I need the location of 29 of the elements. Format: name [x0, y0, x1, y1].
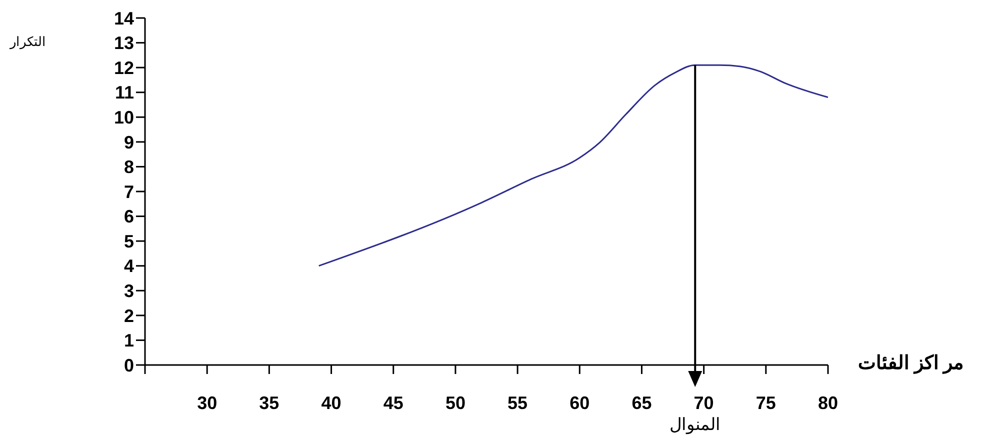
x-tick-label: 70: [694, 392, 714, 413]
y-tick-label: 6: [124, 206, 134, 227]
y-tick-label: 11: [114, 82, 134, 103]
x-axis-title: مر اكز الفئات: [858, 352, 964, 375]
x-tick-label: 35: [259, 392, 280, 413]
y-tick-label: 9: [124, 132, 134, 152]
y-tick-label: 2: [124, 306, 134, 326]
x-tick-label: 60: [570, 392, 590, 413]
text: التكرار: [10, 34, 46, 49]
x-tick-label: 55: [508, 392, 528, 413]
y-tick-label: 8: [124, 157, 134, 178]
y-tick-label: 14: [114, 8, 134, 28]
x-tick-label: 65: [632, 392, 652, 413]
y-tick-label: 10: [114, 108, 134, 128]
ref-line-label: المنوال: [670, 415, 721, 435]
y-tick-label: 13: [114, 33, 134, 54]
y-tick-label: 3: [124, 281, 134, 302]
x-tick-label: 30: [197, 392, 218, 413]
x-tick-label: 50: [445, 392, 466, 413]
x-tick-label: 40: [321, 392, 342, 413]
y-tick-label: 7: [124, 182, 134, 202]
y-tick-label: 5: [124, 231, 134, 252]
x-tick-label: 75: [756, 392, 776, 413]
y-tick-label: 4: [124, 256, 134, 276]
x-tick-label: 80: [818, 392, 838, 413]
y-tick-label: 1: [124, 330, 134, 351]
x-tick-label: 45: [383, 392, 404, 413]
y-tick-label: 12: [114, 58, 134, 78]
y-tick-label: 0: [124, 355, 134, 376]
